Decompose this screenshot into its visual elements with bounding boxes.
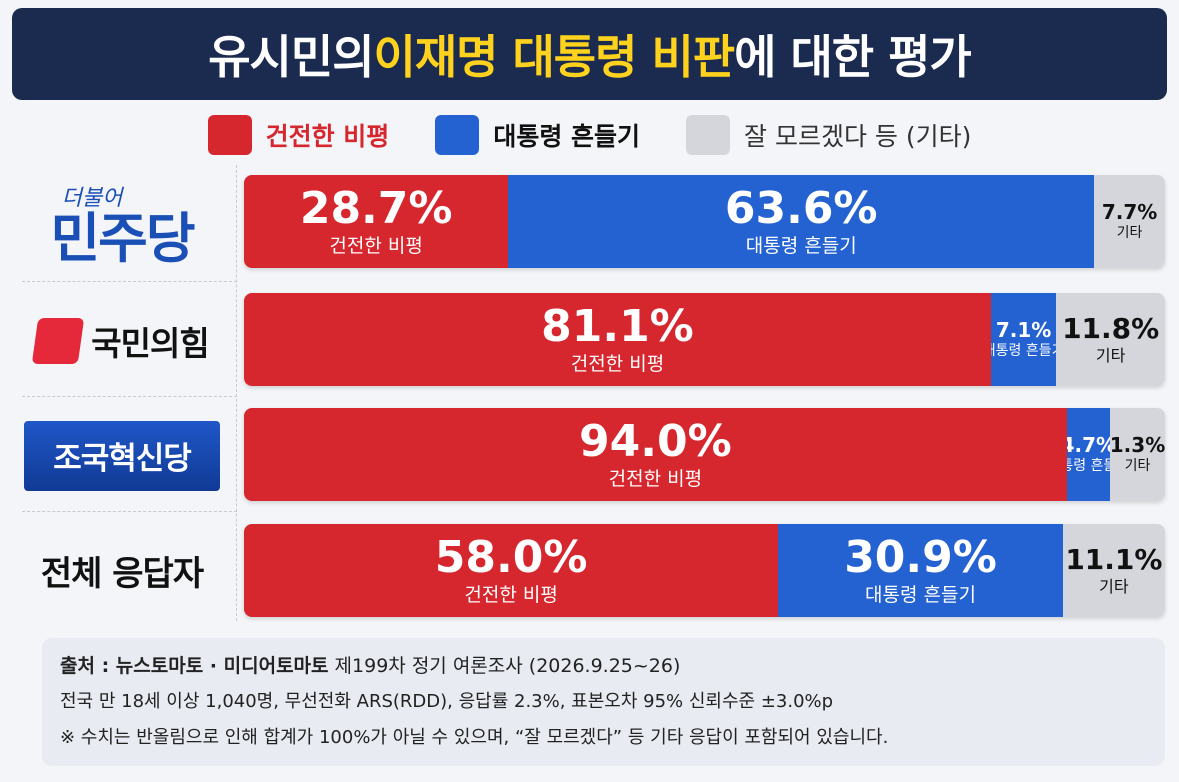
page-title: 유시민의 이재명 대통령 비판 에 대한 평가 — [12, 8, 1167, 100]
bar-segment-criticism: 81.1% 건전한 비평 — [244, 293, 991, 386]
bar-segment-shaking: 30.9% 대통령 흔들기 — [778, 524, 1063, 617]
bar-segment-other: 11.8% 기타 — [1056, 293, 1165, 386]
title-highlight: 이재명 대통령 비판 — [373, 30, 736, 84]
segment-caption: 기타 — [1095, 346, 1126, 366]
data-label: 4.7% — [1066, 433, 1110, 458]
segment-caption: 대통령 흔들기 — [745, 235, 857, 258]
row-separator — [22, 396, 237, 397]
bar-segment-criticism: 58.0% 건전한 비평 — [244, 524, 779, 617]
bar-segment-shaking: 7.1%대통령 흔들기 — [990, 293, 1057, 386]
data-label: 30.9% — [844, 531, 997, 583]
data-label: 11.8% — [1062, 311, 1160, 345]
data-label: 11.1% — [1065, 542, 1163, 576]
row-separator — [22, 511, 237, 512]
source-bold: 출처 : 뉴스토마토 · 미디어토마토 — [60, 655, 329, 677]
legend-swatch-shaking — [435, 115, 480, 155]
data-label: 63.6% — [724, 182, 878, 234]
bar-segment-shaking: 63.6% 대통령 흔들기 — [508, 175, 1095, 268]
note-line: ※ 수치는 반올림으로 인해 합계가 100%가 아닐 수 있으며, “잘 모르… — [60, 727, 889, 748]
segment-caption: 대통령 흔들기 — [865, 584, 976, 607]
democratic-logo-big: 민주당 — [50, 206, 195, 270]
ppp-logo: 국민의힘 — [32, 317, 210, 365]
democratic-party-logo: 더불어 민주당 — [50, 180, 195, 270]
segment-caption: 건전한 비평 — [329, 235, 423, 258]
chart-legend: 건전한 비평 대통령 흔들기 잘 모르겠다 등 (기타) — [0, 112, 1179, 158]
legend-label-others: 잘 모르겠다 등 (기타) — [744, 122, 972, 151]
data-label: 7.1% — [995, 318, 1052, 343]
ppp-logo-icon — [32, 317, 85, 364]
segment-caption: 건전한 비평 — [464, 584, 558, 607]
party-label-total: 전체 응답자 — [14, 518, 230, 623]
legend-item-criticism: 건전한 비평 — [207, 115, 390, 155]
segment-caption: 대통령 흔들기 — [1066, 458, 1110, 475]
legend-item-others: 잘 모르겠다 등 (기타) — [686, 115, 971, 155]
bar-segment-criticism: 28.7% 건전한 비평 — [244, 175, 509, 268]
bar-segment-criticism: 94.0% 건전한 비평 — [244, 408, 1067, 501]
data-label: 1.3% — [1110, 433, 1165, 458]
segment-caption: 건전한 비평 — [608, 468, 703, 491]
data-label: 58.0% — [434, 531, 588, 583]
segment-caption: 기타 — [1124, 458, 1151, 475]
segment-caption: 대통령 흔들기 — [991, 343, 1056, 360]
legend-swatch-others — [686, 115, 731, 155]
source-line: 출처 : 뉴스토마토 · 미디어토마토 제199차 정기 여론조사 (2026.… — [60, 648, 1147, 684]
data-label: 7.7% — [1101, 200, 1158, 225]
data-label: 94.0% — [579, 415, 732, 467]
segment-caption: 기타 — [1099, 577, 1129, 597]
row-separator — [22, 281, 237, 282]
democratic-logo-small: 더불어 — [61, 185, 123, 211]
total-respondents-label: 전체 응답자 — [40, 554, 204, 594]
segment-caption: 기타 — [1116, 225, 1143, 242]
segment-caption: 건전한 비평 — [570, 353, 665, 376]
bar-row: 58.0% 건전한 비평 30.9% 대통령 흔들기 11.1% 기타 — [244, 524, 1165, 617]
party-label-rebuild: 조국혁신당 — [14, 403, 230, 508]
party-label-democratic: 더불어 민주당 — [14, 170, 230, 275]
method-line: 전국 만 18세 이상 1,040명, 무선전화 ARS(RDD), 응답률 2… — [60, 691, 834, 712]
rebuilding-party-logo: 조국혁신당 — [24, 420, 220, 491]
legend-item-shaking: 대통령 흔들기 — [435, 115, 640, 155]
legend-label-criticism: 건전한 비평 — [265, 122, 390, 151]
bar-segment-shaking: 4.7%대통령 흔들기 — [1066, 408, 1110, 501]
legend-label-shaking: 대통령 흔들기 — [493, 122, 641, 151]
bar-segment-other: 11.1% 기타 — [1062, 524, 1165, 617]
data-label: 81.1% — [541, 300, 694, 352]
bar-row: 28.7% 건전한 비평 63.6% 대통령 흔들기 7.7% 기타 — [244, 175, 1165, 268]
ppp-name: 국민의힘 — [91, 323, 209, 363]
title-part2: 에 대한 평가 — [734, 30, 972, 84]
title-part1: 유시민의 — [208, 30, 374, 84]
bar-segment-other: 1.3% 기타 — [1110, 408, 1165, 501]
legend-swatch-criticism — [207, 115, 252, 155]
party-label-ppp: 국민의힘 — [14, 288, 230, 393]
bar-segment-other: 7.7% 기타 — [1094, 175, 1165, 268]
data-label: 28.7% — [299, 182, 453, 234]
category-divider — [236, 165, 237, 621]
source-rest: 제199차 정기 여론조사 (2026.9.25~26) — [328, 655, 681, 677]
source-footer: 출처 : 뉴스토마토 · 미디어토마토 제199차 정기 여론조사 (2026.… — [42, 638, 1165, 766]
